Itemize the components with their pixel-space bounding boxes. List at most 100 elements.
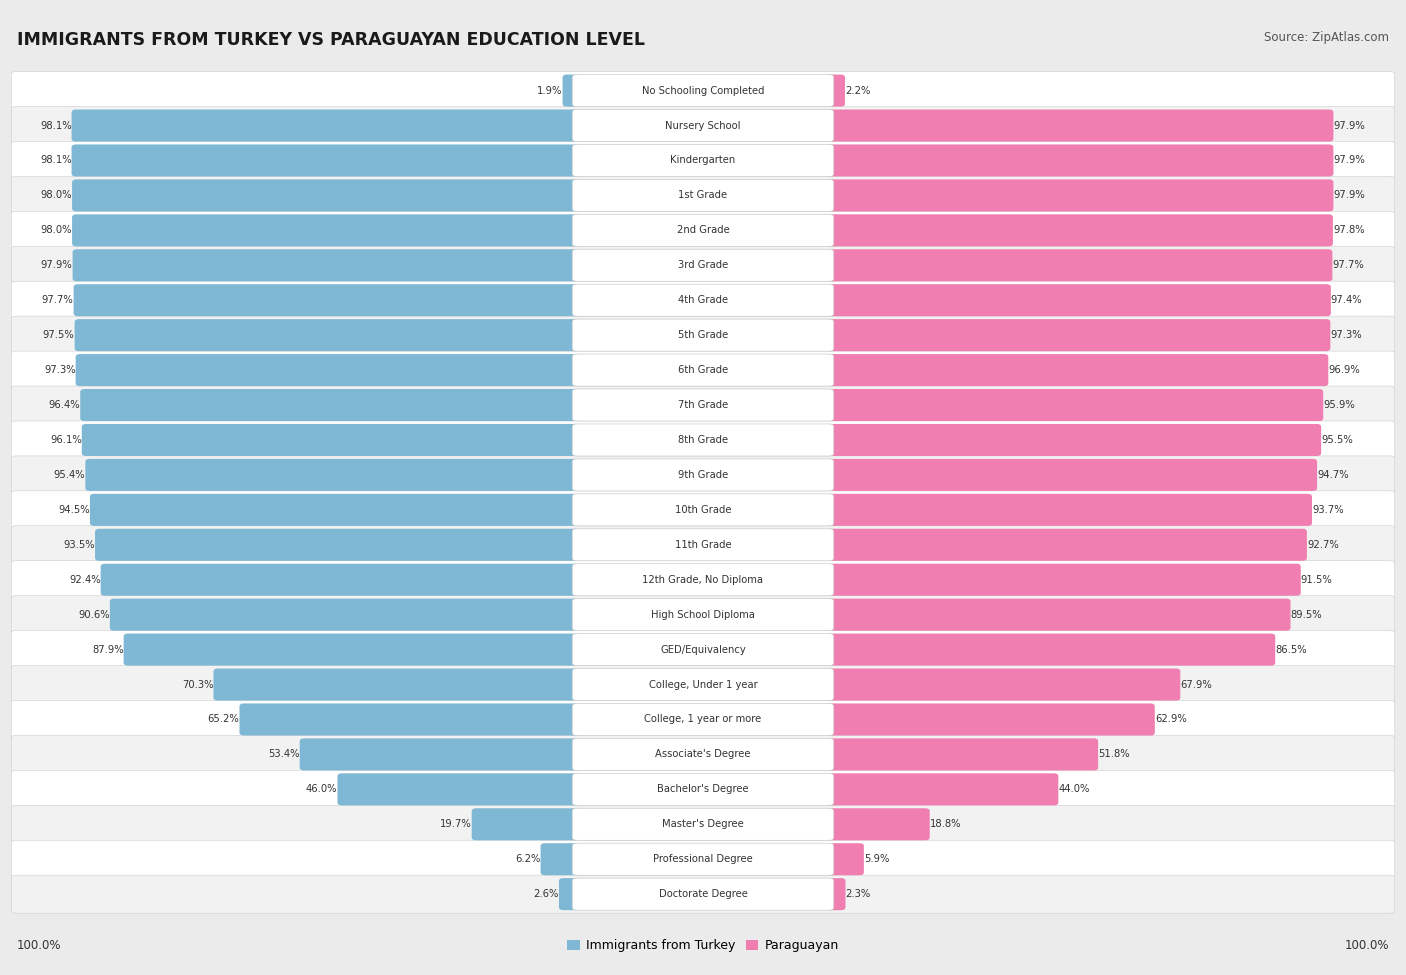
Text: 2.6%: 2.6% (534, 889, 560, 899)
FancyBboxPatch shape (11, 805, 1395, 843)
Text: Source: ZipAtlas.com: Source: ZipAtlas.com (1264, 31, 1389, 44)
FancyBboxPatch shape (11, 456, 1395, 494)
Text: Doctorate Degree: Doctorate Degree (658, 889, 748, 899)
Text: 95.9%: 95.9% (1323, 400, 1355, 410)
Text: Bachelor's Degree: Bachelor's Degree (657, 784, 749, 795)
FancyBboxPatch shape (825, 144, 1333, 176)
FancyBboxPatch shape (572, 808, 834, 840)
FancyBboxPatch shape (11, 176, 1395, 214)
Text: 2.3%: 2.3% (845, 889, 870, 899)
FancyBboxPatch shape (75, 319, 581, 351)
FancyBboxPatch shape (825, 109, 1333, 141)
Text: 96.1%: 96.1% (51, 435, 82, 445)
Text: College, Under 1 year: College, Under 1 year (648, 680, 758, 689)
FancyBboxPatch shape (11, 631, 1395, 669)
Text: 97.7%: 97.7% (42, 295, 73, 305)
Text: 98.1%: 98.1% (39, 121, 72, 131)
FancyBboxPatch shape (72, 214, 581, 247)
Text: IMMIGRANTS FROM TURKEY VS PARAGUAYAN EDUCATION LEVEL: IMMIGRANTS FROM TURKEY VS PARAGUAYAN EDU… (17, 31, 645, 49)
Text: 51.8%: 51.8% (1098, 750, 1130, 760)
Text: 5th Grade: 5th Grade (678, 331, 728, 340)
Text: 2.2%: 2.2% (845, 86, 870, 96)
Text: 2nd Grade: 2nd Grade (676, 225, 730, 235)
FancyBboxPatch shape (825, 634, 1275, 666)
FancyBboxPatch shape (572, 354, 834, 386)
FancyBboxPatch shape (572, 250, 834, 282)
Text: 67.9%: 67.9% (1180, 680, 1212, 689)
Text: 96.9%: 96.9% (1329, 365, 1360, 375)
FancyBboxPatch shape (825, 354, 1329, 386)
FancyBboxPatch shape (572, 843, 834, 876)
FancyBboxPatch shape (86, 459, 581, 491)
FancyBboxPatch shape (572, 738, 834, 770)
FancyBboxPatch shape (11, 106, 1395, 144)
FancyBboxPatch shape (73, 250, 581, 282)
Text: 70.3%: 70.3% (181, 680, 214, 689)
Text: 100.0%: 100.0% (1344, 939, 1389, 953)
FancyBboxPatch shape (299, 738, 581, 770)
FancyBboxPatch shape (572, 634, 834, 666)
FancyBboxPatch shape (72, 109, 581, 141)
Text: 97.7%: 97.7% (1333, 260, 1364, 270)
Text: Associate's Degree: Associate's Degree (655, 750, 751, 760)
Text: 6.2%: 6.2% (515, 854, 540, 864)
Text: 18.8%: 18.8% (929, 819, 962, 830)
FancyBboxPatch shape (239, 703, 581, 735)
Text: 11th Grade: 11th Grade (675, 540, 731, 550)
Text: 98.0%: 98.0% (41, 225, 72, 235)
Text: 65.2%: 65.2% (208, 715, 239, 724)
Text: 97.9%: 97.9% (1333, 190, 1365, 201)
FancyBboxPatch shape (337, 773, 581, 805)
Text: 98.1%: 98.1% (39, 155, 72, 166)
Text: 12th Grade, No Diploma: 12th Grade, No Diploma (643, 574, 763, 585)
Text: 6th Grade: 6th Grade (678, 365, 728, 375)
Text: 46.0%: 46.0% (307, 784, 337, 795)
FancyBboxPatch shape (11, 770, 1395, 808)
FancyBboxPatch shape (11, 316, 1395, 354)
Text: 1.9%: 1.9% (537, 86, 562, 96)
Text: 1st Grade: 1st Grade (679, 190, 727, 201)
Text: 96.4%: 96.4% (49, 400, 80, 410)
FancyBboxPatch shape (572, 599, 834, 631)
Text: 4th Grade: 4th Grade (678, 295, 728, 305)
Text: 100.0%: 100.0% (17, 939, 62, 953)
Text: 95.5%: 95.5% (1322, 435, 1353, 445)
Text: 97.9%: 97.9% (41, 260, 73, 270)
FancyBboxPatch shape (540, 843, 581, 876)
FancyBboxPatch shape (572, 284, 834, 316)
FancyBboxPatch shape (825, 738, 1098, 770)
FancyBboxPatch shape (572, 424, 834, 456)
Text: No Schooling Completed: No Schooling Completed (641, 86, 765, 96)
FancyBboxPatch shape (90, 493, 581, 526)
Text: 7th Grade: 7th Grade (678, 400, 728, 410)
Text: 91.5%: 91.5% (1301, 574, 1333, 585)
FancyBboxPatch shape (214, 669, 581, 701)
FancyBboxPatch shape (11, 596, 1395, 634)
FancyBboxPatch shape (11, 735, 1395, 773)
Text: High School Diploma: High School Diploma (651, 609, 755, 620)
Text: Professional Degree: Professional Degree (654, 854, 752, 864)
FancyBboxPatch shape (572, 564, 834, 596)
Text: 93.5%: 93.5% (63, 540, 96, 550)
FancyBboxPatch shape (96, 528, 581, 561)
FancyBboxPatch shape (562, 74, 581, 106)
Text: 97.9%: 97.9% (1333, 155, 1365, 166)
FancyBboxPatch shape (572, 319, 834, 351)
Text: Master's Degree: Master's Degree (662, 819, 744, 830)
Text: 8th Grade: 8th Grade (678, 435, 728, 445)
Text: 92.4%: 92.4% (69, 574, 101, 585)
Text: 9th Grade: 9th Grade (678, 470, 728, 480)
FancyBboxPatch shape (11, 421, 1395, 459)
Legend: Immigrants from Turkey, Paraguayan: Immigrants from Turkey, Paraguayan (562, 934, 844, 957)
FancyBboxPatch shape (11, 141, 1395, 179)
FancyBboxPatch shape (11, 876, 1395, 914)
FancyBboxPatch shape (572, 528, 834, 561)
FancyBboxPatch shape (572, 703, 834, 735)
FancyBboxPatch shape (825, 703, 1154, 735)
Text: 19.7%: 19.7% (440, 819, 471, 830)
FancyBboxPatch shape (11, 490, 1395, 528)
Text: 97.3%: 97.3% (44, 365, 76, 375)
FancyBboxPatch shape (72, 179, 581, 212)
Text: 62.9%: 62.9% (1154, 715, 1187, 724)
Text: 94.7%: 94.7% (1317, 470, 1348, 480)
